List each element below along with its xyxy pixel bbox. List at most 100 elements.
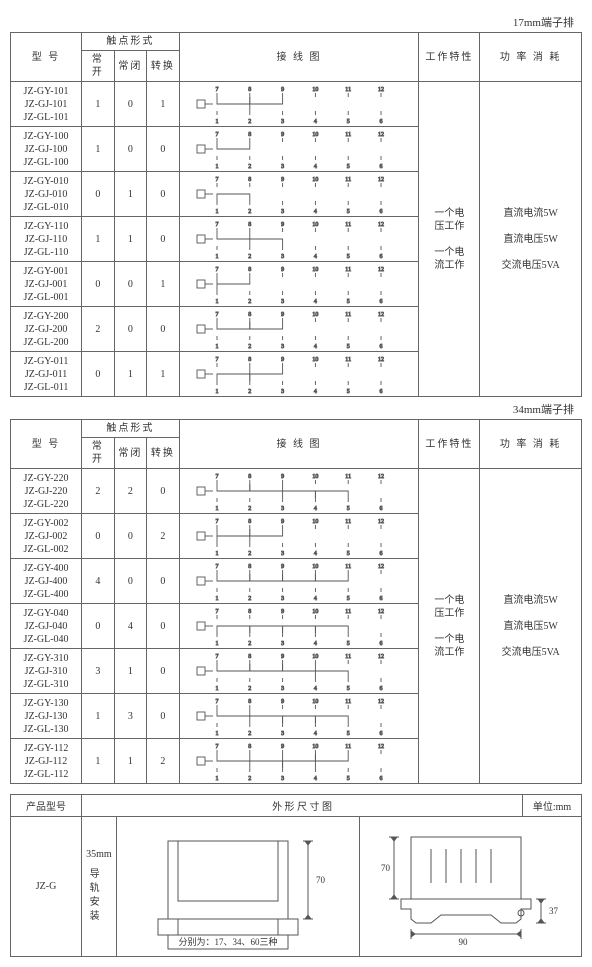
svg-text:11: 11 <box>345 654 351 660</box>
no-count: 0 <box>82 262 115 307</box>
svg-text:9: 9 <box>281 222 284 228</box>
svg-text:11: 11 <box>345 474 351 480</box>
svg-text:10: 10 <box>312 609 318 615</box>
svg-text:7: 7 <box>216 222 219 228</box>
svg-text:12: 12 <box>378 609 384 615</box>
svg-text:4: 4 <box>314 209 317 214</box>
side-view-drawing: 70 37 90 <box>360 817 582 957</box>
power-consumption: 直流电流5W直流电压5W交流电压5VA <box>480 469 582 784</box>
svg-text:4: 4 <box>314 686 317 691</box>
svg-text:11: 11 <box>345 177 351 183</box>
svg-text:6: 6 <box>380 641 383 646</box>
svg-text:2: 2 <box>248 596 251 601</box>
svg-text:6: 6 <box>380 596 383 601</box>
no-count: 0 <box>82 172 115 217</box>
svg-text:1: 1 <box>216 209 219 214</box>
svg-text:9: 9 <box>281 267 284 273</box>
svg-text:3: 3 <box>281 596 284 601</box>
svg-text:6: 6 <box>380 731 383 736</box>
svg-text:7: 7 <box>216 357 219 363</box>
co-count: 1 <box>147 262 180 307</box>
model-cell: JZ-GY-310JZ-GJ-310JZ-GL-310 <box>11 649 82 694</box>
svg-text:1: 1 <box>216 506 219 511</box>
svg-text:7: 7 <box>216 699 219 705</box>
work-characteristic: 一个电压工作一个电流工作 <box>419 82 480 397</box>
svg-text:10: 10 <box>312 654 318 660</box>
svg-text:11: 11 <box>345 564 351 570</box>
co-count: 2 <box>147 739 180 784</box>
wiring-diagram: 789101112123456 <box>179 694 419 739</box>
svg-text:7: 7 <box>216 519 219 525</box>
svg-text:4: 4 <box>314 344 317 349</box>
svg-text:1: 1 <box>216 389 219 394</box>
svg-text:11: 11 <box>345 519 351 525</box>
wiring-diagram: 789101112123456 <box>179 82 419 127</box>
svg-text:12: 12 <box>378 699 384 705</box>
svg-text:6: 6 <box>380 686 383 691</box>
svg-text:5: 5 <box>347 776 350 781</box>
svg-text:11: 11 <box>345 699 351 705</box>
svg-text:3: 3 <box>281 731 284 736</box>
model-cell: JZ-GY-040JZ-GJ-040JZ-GL-040 <box>11 604 82 649</box>
svg-text:6: 6 <box>380 119 383 124</box>
svg-text:10: 10 <box>312 177 318 183</box>
nc-count: 0 <box>114 559 147 604</box>
co-count: 0 <box>147 307 180 352</box>
spec-table-17mm: 型 号 触点形式 接 线 图 工作特性 功 率 消 耗 常 开 常闭 转换 JZ… <box>10 32 582 397</box>
model-cell: JZ-GY-011JZ-GJ-011JZ-GL-011 <box>11 352 82 397</box>
svg-text:12: 12 <box>378 654 384 660</box>
svg-text:12: 12 <box>378 744 384 750</box>
svg-text:4: 4 <box>314 164 317 169</box>
svg-text:8: 8 <box>248 609 251 615</box>
svg-text:9: 9 <box>281 474 284 480</box>
svg-text:7: 7 <box>216 267 219 273</box>
svg-text:8: 8 <box>248 267 251 273</box>
svg-text:12: 12 <box>378 267 384 273</box>
svg-text:5: 5 <box>347 641 350 646</box>
model-cell: JZ-GY-002JZ-GJ-002JZ-GL-002 <box>11 514 82 559</box>
wiring-diagram: 789101112123456 <box>179 307 419 352</box>
svg-text:8: 8 <box>248 87 251 93</box>
spec-table-34mm: 型 号 触点形式 接 线 图 工作特性 功 率 消 耗 常 开 常闭 转换 JZ… <box>10 419 582 784</box>
svg-text:11: 11 <box>345 267 351 273</box>
svg-text:10: 10 <box>312 267 318 273</box>
widths-label: 分别为：17、34、60三种 <box>179 936 278 947</box>
hdr-outline-drawing: 外 形 尺 寸 图 <box>82 795 523 817</box>
svg-text:10: 10 <box>312 87 318 93</box>
nc-count: 1 <box>114 352 147 397</box>
svg-text:9: 9 <box>281 312 284 318</box>
svg-text:5: 5 <box>347 731 350 736</box>
svg-text:8: 8 <box>248 654 251 660</box>
svg-text:3: 3 <box>281 164 284 169</box>
wiring-diagram: 789101112123456 <box>179 352 419 397</box>
nc-count: 0 <box>114 82 147 127</box>
power-consumption: 直流电流5W直流电压5W交流电压5VA <box>480 82 582 397</box>
svg-text:2: 2 <box>248 119 251 124</box>
co-count: 0 <box>147 649 180 694</box>
co-count: 2 <box>147 514 180 559</box>
hdr-work: 工作特性 <box>419 420 480 469</box>
svg-text:6: 6 <box>380 551 383 556</box>
svg-text:2: 2 <box>248 776 251 781</box>
svg-text:12: 12 <box>378 222 384 228</box>
table-row: JZ-GY-101JZ-GJ-101JZ-GL-101101 789101112… <box>11 82 582 127</box>
no-count: 2 <box>82 469 115 514</box>
no-count: 1 <box>82 217 115 262</box>
model-cell: JZ-GY-400JZ-GJ-400JZ-GL-400 <box>11 559 82 604</box>
co-count: 0 <box>147 469 180 514</box>
svg-text:9: 9 <box>281 87 284 93</box>
svg-text:5: 5 <box>347 686 350 691</box>
svg-text:11: 11 <box>345 609 351 615</box>
svg-text:9: 9 <box>281 654 284 660</box>
mount-type-label: 导轨安装 <box>85 868 100 924</box>
hdr-no: 常 开 <box>82 438 115 469</box>
caption-34mm: 34mm端子排 <box>10 397 582 419</box>
co-count: 0 <box>147 217 180 262</box>
no-count: 4 <box>82 559 115 604</box>
co-count: 0 <box>147 559 180 604</box>
model-cell: JZ-GY-200JZ-GJ-200JZ-GL-200 <box>11 307 82 352</box>
svg-text:1: 1 <box>216 119 219 124</box>
mount-width-label: 35mm <box>85 849 113 860</box>
svg-text:1: 1 <box>216 299 219 304</box>
svg-text:11: 11 <box>345 744 351 750</box>
